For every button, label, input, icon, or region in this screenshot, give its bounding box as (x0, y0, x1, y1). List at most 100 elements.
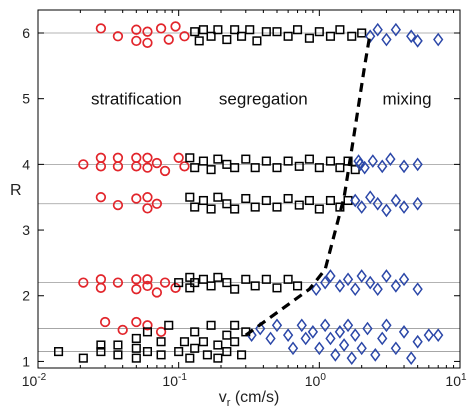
diamond-marker (412, 157, 423, 172)
diamond-marker (359, 160, 370, 175)
square-marker (241, 274, 251, 284)
diamond-marker (372, 22, 383, 37)
circle-marker (99, 316, 111, 328)
circle-marker (131, 284, 142, 295)
circle-marker (142, 26, 153, 37)
circle-marker (142, 274, 153, 285)
square-marker (222, 330, 232, 340)
diamond-marker (433, 32, 444, 47)
circle-marker (142, 162, 153, 173)
circle-marker (142, 320, 153, 331)
diamond-marker (412, 334, 423, 349)
square-marker (272, 202, 282, 212)
square-marker (294, 161, 304, 171)
circle-marker (112, 161, 124, 172)
diamond-marker (372, 282, 383, 297)
transition-boundary (244, 32, 372, 337)
x-axis-label-unit: (cm/s) (230, 389, 279, 406)
x-tick-exponent: 0 (320, 372, 326, 383)
circle-marker (112, 199, 124, 211)
diamond-marker (398, 159, 410, 174)
diamond-marker (300, 331, 311, 346)
diamond-marker (362, 321, 373, 336)
diamond-marker (370, 348, 381, 362)
square-marker (213, 340, 223, 350)
y-axis-label: R (10, 182, 22, 199)
square-marker (304, 33, 314, 43)
square-marker (131, 343, 141, 353)
circle-marker (95, 192, 107, 203)
y-tick-label: 6 (22, 25, 30, 41)
square-marker (314, 204, 324, 214)
square-marker (230, 163, 240, 173)
circle-marker (95, 282, 107, 294)
square-marker (241, 193, 251, 204)
diamond-marker (320, 318, 331, 333)
diamond-marker (390, 22, 402, 37)
square-marker (142, 347, 153, 357)
square-marker (283, 274, 293, 284)
x-tick-label: 10-1 (162, 372, 187, 389)
circle-marker (155, 23, 167, 34)
square-marker (113, 350, 123, 360)
square-marker (222, 347, 232, 357)
diamond-marker (338, 338, 350, 352)
square-marker (185, 272, 195, 282)
diamond-marker (350, 193, 361, 208)
circle-marker (131, 24, 142, 35)
circle-marker (142, 203, 153, 214)
plot-frame (37, 9, 461, 369)
square-marker (206, 204, 216, 214)
diamond-marker (334, 279, 346, 293)
square-marker (357, 28, 367, 38)
square-marker (252, 36, 262, 46)
diamond-marker (314, 341, 325, 356)
square-marker (237, 31, 247, 41)
square-marker (198, 156, 208, 166)
diamond-marker (367, 154, 378, 168)
square-marker (245, 25, 255, 35)
circle-marker (159, 165, 171, 177)
square-marker (190, 27, 200, 37)
circle-marker (78, 277, 89, 288)
square-marker (250, 163, 260, 173)
square-marker (174, 347, 184, 357)
square-marker (222, 278, 232, 288)
region-label: stratification (91, 90, 182, 109)
square-marker (250, 281, 260, 291)
square-marker (261, 195, 271, 206)
diamond-marker (365, 190, 376, 205)
square-marker (198, 274, 208, 284)
diamond-marker (265, 331, 276, 346)
square-marker (304, 195, 314, 206)
circle-marker (112, 152, 124, 163)
square-marker (294, 200, 304, 210)
square-marker (272, 283, 282, 293)
square-marker (156, 350, 166, 360)
square-marker (206, 31, 216, 41)
diamond-marker (296, 318, 307, 333)
diamond-marker (346, 351, 357, 365)
y-tick-label: 5 (22, 91, 30, 107)
x-tick-label: 101 (445, 372, 467, 389)
square-marker (190, 163, 200, 173)
diamond-marker (356, 269, 367, 283)
square-marker (78, 353, 88, 363)
square-marker (237, 350, 247, 360)
diamond-marker (287, 341, 299, 356)
circle-marker (131, 152, 142, 163)
square-marker (198, 337, 208, 347)
square-marker (325, 156, 336, 166)
diamond-marker (381, 32, 392, 47)
square-marker (230, 320, 240, 330)
square-marker (198, 195, 208, 206)
diamond-marker (342, 318, 354, 333)
square-marker (272, 163, 282, 173)
diamond-marker (381, 269, 392, 283)
diamond-marker (307, 325, 319, 339)
diamond-marker (350, 328, 361, 343)
circle-marker (112, 31, 124, 42)
square-marker (222, 199, 232, 209)
region-label: mixing (382, 90, 431, 109)
